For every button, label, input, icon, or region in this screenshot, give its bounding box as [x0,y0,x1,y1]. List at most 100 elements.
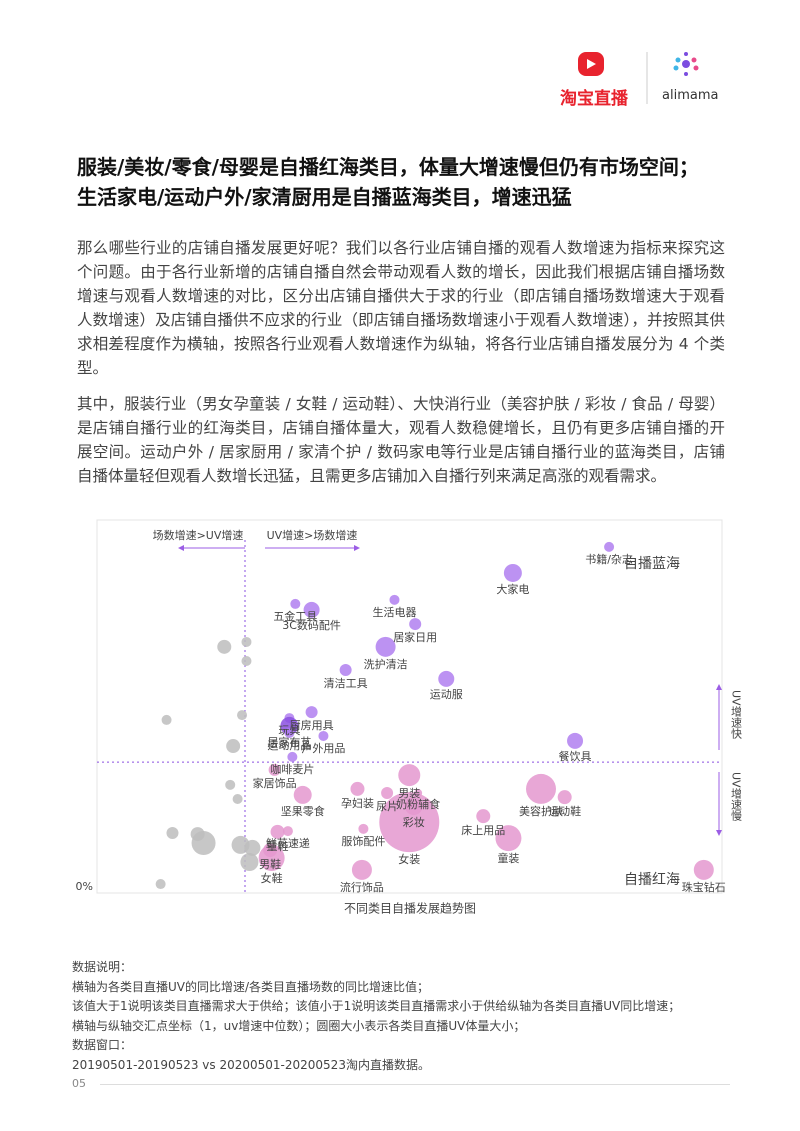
bubble [303,601,320,618]
bubble [358,823,369,834]
bubble [290,598,301,609]
bubble [476,809,491,824]
heading-line: 服装/美妆/零食/母婴是自播红海类目，体量大增速慢但仍有市场空间； [77,155,699,179]
annotation: UV增速慢 [730,772,743,821]
paragraph: 那么哪些行业的店铺自播发展更好呢？我们以各行业店铺自播的观看人数增速为指标来探究… [77,239,725,377]
annotation: UV增速快 [730,690,743,739]
y-tick-label: 0% [76,880,93,893]
bubble [280,716,299,735]
bubble [567,732,584,749]
bubble [217,639,232,654]
note-line: 数据说明： [72,960,133,974]
quadrant-label: 自播红海 [624,872,680,888]
bubble-label: 餐饮具 [559,749,592,763]
arrowhead [354,545,360,551]
footer-line [100,1084,730,1085]
bubble [155,879,166,890]
brand-name: 淘宝直播 [560,89,628,109]
bubble-label: 坚果零食 [281,804,325,818]
bubble [305,706,318,719]
bubble [381,787,394,800]
bubble-label: 流行饰品 [340,880,384,894]
bubble [375,636,396,657]
bubble-label: 运动服 [430,688,463,701]
quadrant-label: 自播蓝海 [624,556,680,572]
bubble [398,764,421,787]
bubble [225,779,236,790]
bubble-label: 3C数码配件 [282,619,341,632]
bubble-label: 洗护清洁 [364,657,408,671]
bubble-label: 床上用品 [461,823,505,837]
bubble [268,763,281,776]
bubble-label: 女装 [398,852,420,866]
bubble-label: 彩妆 [403,816,425,829]
note-line: 横轴与纵轴交汇点坐标（1，uv增速中位数）；圆圈大小表示各类目直播UV体量大小； [72,1018,526,1033]
bubble [503,563,522,582]
logo [578,52,699,104]
bubble [237,710,248,721]
bubble-label: 奶粉辅食 [396,797,440,811]
plot-frame [96,519,723,894]
note-line: 数据窗口： [72,1038,133,1052]
bubble [161,714,172,725]
bubble-label: 鲜花速递 [266,836,310,850]
paragraph: 其中，服装行业（男女孕童装 / 女鞋 / 运动鞋）、大快消行业（美容护肤 / 彩… [77,395,725,485]
bubble [226,739,241,754]
bubble-chart: 场数增速>UV增速 UV增速>场数增速 UV增速快 UV增速慢 自播蓝海 自播红… [76,519,743,916]
bubble [318,730,329,741]
bubble-label: 玩具 [278,724,300,737]
logo-play [587,59,596,69]
bubble [350,781,365,796]
bubble-label: 珠宝钻石 [682,880,726,894]
bubble [557,790,572,805]
bubble [241,655,252,666]
bubble [287,751,298,762]
bubble-label: 厨房用具 [290,719,334,732]
bubble-label: 童鞋 [267,839,289,853]
bubble-label: 运动鞋 [548,804,581,818]
bubble [526,773,556,804]
bubble-label: 美容护肤 [519,804,563,818]
annotation: UV增速>场数增速 [267,528,358,542]
bubble-label: 居家布艺 [267,735,311,749]
bubble-label: 大家电 [496,582,529,596]
alimama-icon [673,52,699,76]
bubble-label: 书籍/杂志 [585,552,633,566]
bubble [495,825,522,852]
bubble-label: 居家日用 [393,630,437,644]
note-line: 20190501-20190523 vs 20200501-20200523淘内… [72,1057,430,1072]
bubble-label: 服饰配件 [341,834,385,848]
bubble [258,844,285,871]
page-number: 05 [72,1077,86,1090]
bubble [379,792,440,853]
bubble [284,727,295,738]
bubble-label: 男装 [398,787,420,800]
bubble-label: 女鞋 [261,871,283,885]
partner-name: alimama [662,88,719,103]
bubble-label: 孕妇装 [341,797,374,810]
bubble-label: 咖啡麦片 [270,762,314,776]
bubble [244,839,261,856]
bubble [191,831,216,856]
bubble-label: 童装 [497,851,519,865]
bubble [438,670,455,687]
annotation: 场数增速>UV增速 [153,528,244,542]
bubble-label: 户外用品 [301,741,345,755]
bubble [293,785,312,804]
bubble [270,824,285,839]
heading-line: 生活家电/运动户外/家清厨用是自播蓝海类目，增速迅猛 [77,185,572,209]
bubble [604,541,615,552]
bubble-label: 生活电器 [372,605,416,619]
bubble-label: 家居饰品 [253,776,297,790]
arrowhead [178,545,184,551]
bubble [351,859,372,880]
heading: 服装/美妆/零食/母婴是自播红海类目，体量大增速慢但仍有市场空间； 生活家电/运… [77,152,737,212]
bubble [339,663,352,676]
note-line: 该值大于1说明该类目直播需求大于供给；该值小于1说明该类目直播需求小于供给纵轴为… [72,999,681,1013]
bubble [389,594,400,605]
bubble [240,853,259,872]
arrowhead [716,684,722,690]
notes: 数据说明： 横轴为各类目直播UV的同比增速/各类目直播场数的同比增速比值； 该值大于… [72,958,732,1075]
bubble-label: 五金工具 [273,609,317,623]
